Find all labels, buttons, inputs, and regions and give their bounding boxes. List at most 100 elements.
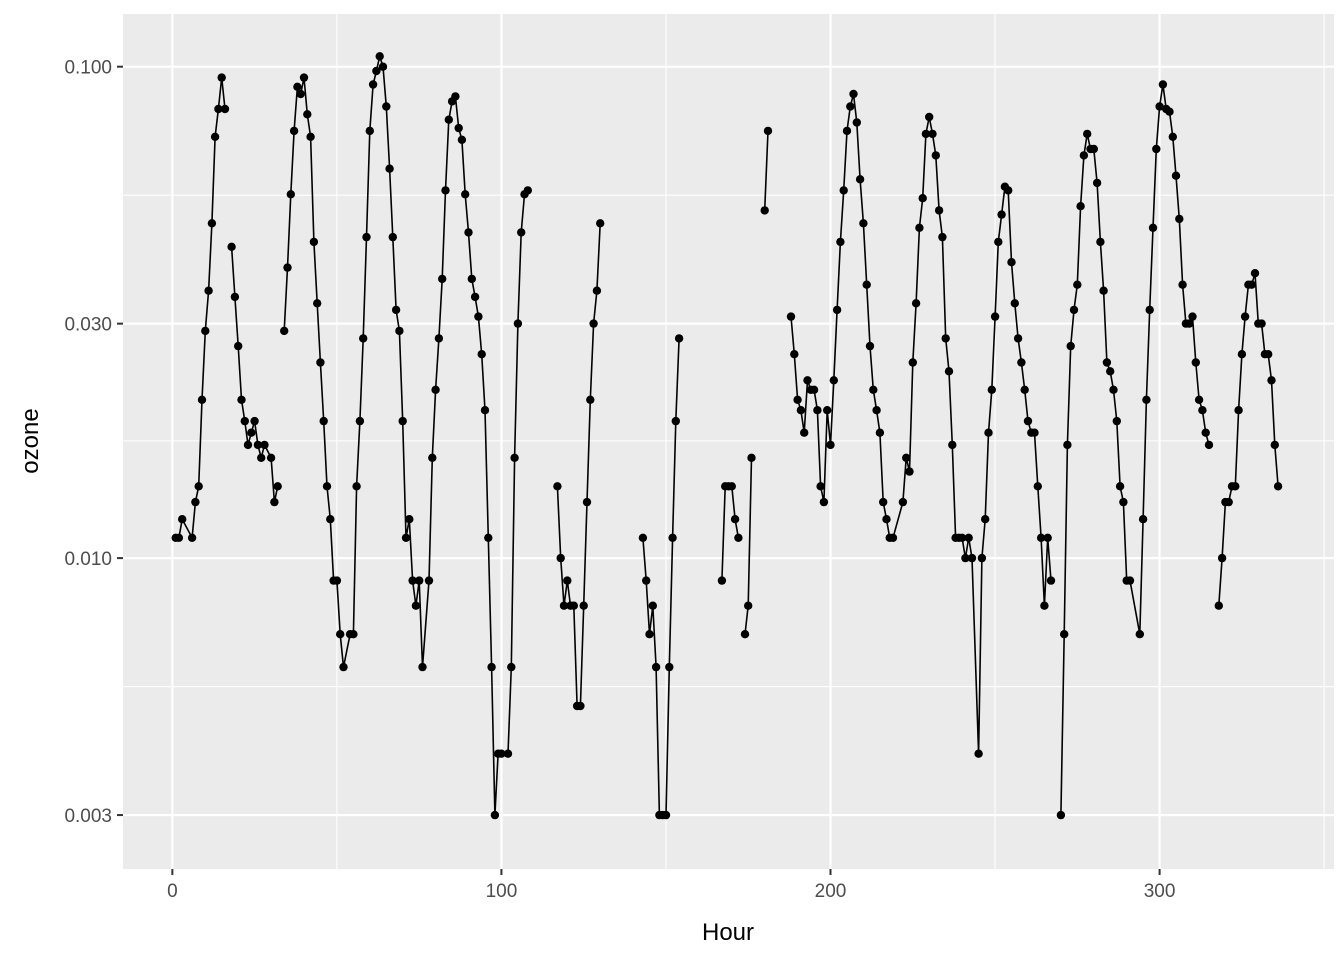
data-point xyxy=(441,186,450,195)
data-point xyxy=(214,104,223,114)
data-point xyxy=(365,126,374,136)
data-point xyxy=(1155,102,1164,111)
data-point xyxy=(227,242,236,251)
data-point xyxy=(974,749,983,758)
data-point xyxy=(1076,202,1085,211)
data-point xyxy=(461,190,470,199)
data-point xyxy=(760,206,769,215)
y-axis: 0.003 0.010 0.030 0.100 xyxy=(64,58,123,827)
data-point xyxy=(1270,440,1280,450)
data-point xyxy=(869,385,878,394)
data-point xyxy=(576,701,585,711)
data-point xyxy=(326,515,335,524)
data-point xyxy=(217,73,226,82)
data-point xyxy=(908,358,917,367)
data-point xyxy=(1036,533,1046,542)
data-point xyxy=(1198,406,1207,415)
data-point xyxy=(332,576,342,585)
data-point xyxy=(1240,312,1250,321)
data-point xyxy=(875,428,885,437)
data-point xyxy=(648,601,657,610)
data-point xyxy=(668,533,677,542)
data-point xyxy=(250,416,259,426)
data-point xyxy=(984,428,993,437)
data-point xyxy=(336,630,345,639)
data-point xyxy=(665,662,674,672)
data-point xyxy=(322,482,332,491)
data-point xyxy=(674,334,684,343)
data-point xyxy=(1073,280,1082,289)
data-point xyxy=(1168,132,1178,141)
data-point xyxy=(1030,428,1039,437)
data-point xyxy=(734,533,743,542)
data-point xyxy=(313,299,322,308)
data-point xyxy=(921,129,931,139)
data-point xyxy=(1040,601,1049,610)
data-point xyxy=(1148,223,1158,232)
data-point xyxy=(1165,107,1174,116)
data-point xyxy=(1007,258,1016,267)
data-point xyxy=(859,219,868,228)
data-point xyxy=(786,312,796,321)
data-point xyxy=(1158,80,1168,89)
data-point xyxy=(1115,482,1125,491)
data-point xyxy=(1171,171,1181,180)
data-point xyxy=(931,151,940,160)
data-point xyxy=(964,533,973,542)
data-point xyxy=(467,274,476,284)
data-point xyxy=(1013,334,1023,343)
data-point xyxy=(391,305,401,315)
data-point xyxy=(826,440,835,450)
data-point xyxy=(796,406,806,415)
ozone-series xyxy=(171,52,1283,820)
data-point xyxy=(438,274,447,284)
data-point xyxy=(842,126,852,136)
data-point xyxy=(405,515,414,524)
data-point xyxy=(197,395,207,404)
data-point xyxy=(237,395,246,404)
data-point xyxy=(1109,385,1118,394)
data-point xyxy=(1194,395,1204,404)
data-point xyxy=(411,601,421,610)
data-point xyxy=(829,376,838,385)
data-point xyxy=(1217,553,1227,563)
data-point xyxy=(1224,497,1233,507)
data-point xyxy=(260,440,269,450)
data-point xyxy=(319,416,328,426)
data-point xyxy=(855,175,865,184)
data-point xyxy=(852,118,861,127)
data-point xyxy=(309,237,319,247)
data-point xyxy=(905,467,914,476)
data-point xyxy=(1060,630,1069,639)
data-point xyxy=(388,232,397,242)
data-point xyxy=(1096,237,1105,247)
data-point xyxy=(1056,810,1066,820)
data-point xyxy=(740,630,750,639)
data-point xyxy=(872,406,881,415)
data-point xyxy=(378,62,388,71)
data-point xyxy=(273,482,282,491)
data-point xyxy=(210,132,220,141)
data-point xyxy=(296,89,305,99)
data-point xyxy=(793,395,802,404)
data-point xyxy=(1089,144,1099,154)
data-point xyxy=(1102,358,1112,367)
data-point xyxy=(1106,367,1115,376)
data-point xyxy=(349,630,358,639)
x-tick-label: 300 xyxy=(1144,881,1176,902)
data-point xyxy=(266,453,276,462)
data-point xyxy=(487,662,496,672)
data-point xyxy=(306,132,315,141)
data-point xyxy=(418,662,427,672)
data-point xyxy=(1020,385,1029,394)
data-point xyxy=(1063,440,1072,450)
data-point xyxy=(510,453,519,462)
data-point xyxy=(879,497,888,507)
data-point xyxy=(898,497,908,507)
data-point xyxy=(1079,151,1089,160)
data-point xyxy=(299,73,309,82)
data-point xyxy=(671,416,680,426)
data-point xyxy=(517,228,526,237)
data-point xyxy=(1099,286,1108,295)
data-point xyxy=(790,350,799,359)
